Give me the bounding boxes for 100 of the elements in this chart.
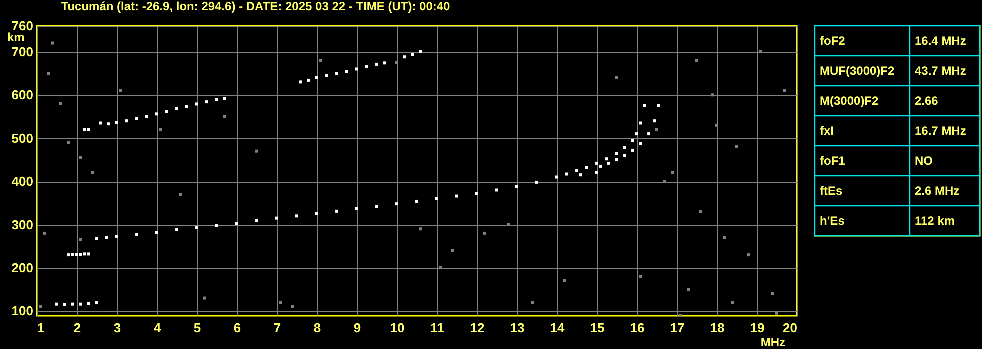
point	[126, 120, 128, 123]
y-tick-label: 300	[12, 217, 34, 232]
point	[656, 128, 658, 132]
point	[416, 200, 418, 203]
point	[420, 50, 422, 54]
point	[56, 302, 58, 306]
text: 16.4 MHz	[915, 34, 966, 48]
y-tick-label: 760	[12, 18, 34, 34]
point	[600, 164, 602, 168]
x-tick-label: 9	[354, 320, 362, 336]
point	[654, 120, 656, 123]
point	[166, 110, 168, 114]
text: MUF(3000)F2	[820, 64, 896, 78]
point	[712, 94, 714, 97]
point	[452, 249, 454, 252]
point	[84, 252, 86, 256]
point	[336, 72, 338, 76]
point	[196, 226, 198, 230]
x-tick-label: 11	[430, 320, 444, 336]
point	[72, 302, 74, 306]
point	[52, 42, 54, 45]
point	[516, 185, 518, 188]
point	[566, 172, 568, 176]
x-tick-label: 1	[38, 320, 45, 336]
point	[724, 236, 726, 240]
point	[68, 141, 70, 144]
point	[580, 174, 582, 177]
point	[356, 207, 358, 210]
point	[80, 156, 82, 160]
text: ftEs	[820, 184, 843, 198]
point	[776, 312, 778, 315]
point	[326, 74, 328, 78]
text: 43.7 MHz	[915, 64, 966, 78]
point	[88, 302, 90, 306]
point	[280, 301, 282, 304]
x-tick-label: 20	[783, 320, 798, 336]
x-tick-label: 13	[510, 320, 525, 336]
point	[180, 193, 182, 196]
point	[320, 59, 322, 62]
x-tick-label: 6	[234, 320, 242, 336]
point	[160, 128, 162, 132]
point	[636, 132, 638, 136]
point	[236, 222, 238, 226]
point	[586, 166, 588, 170]
point	[80, 302, 82, 306]
point	[616, 158, 618, 162]
point	[88, 252, 90, 256]
point	[316, 212, 318, 216]
point	[346, 70, 348, 74]
text: fxI	[820, 124, 834, 138]
point	[700, 210, 702, 214]
point	[404, 56, 406, 59]
point	[632, 139, 634, 142]
x-tick-label: 2	[74, 320, 82, 336]
point	[80, 253, 82, 256]
point	[672, 171, 674, 174]
text: 2.66	[915, 94, 939, 108]
point	[760, 50, 762, 54]
point	[440, 266, 442, 270]
point	[436, 197, 438, 200]
point	[64, 303, 66, 306]
point	[484, 232, 486, 235]
point	[396, 202, 398, 206]
x-tick-label: 3	[114, 320, 122, 336]
point	[732, 301, 734, 304]
x-tick-label: 8	[314, 320, 322, 336]
point	[96, 302, 98, 305]
point	[256, 150, 258, 153]
point	[784, 89, 786, 92]
x-tick-label: 17	[670, 320, 685, 336]
point	[664, 180, 666, 184]
point	[116, 234, 118, 238]
point	[204, 296, 206, 300]
point	[640, 122, 642, 125]
point	[136, 233, 138, 236]
point	[276, 216, 278, 220]
text: h'Es	[820, 214, 846, 228]
point	[96, 237, 98, 240]
point	[256, 219, 258, 222]
chart-title: Tucumán (lat: -26.9, lon: 294.6) - DATE: 2025 03 22 - TIME (UT): 00:40	[61, 0, 451, 14]
point	[316, 76, 318, 80]
y-tick-label: 200	[12, 260, 34, 276]
point	[176, 228, 178, 232]
x-tick-label: 14	[550, 320, 566, 336]
point	[44, 232, 46, 235]
point	[596, 171, 598, 174]
point	[596, 162, 598, 165]
point	[606, 158, 608, 161]
point	[60, 102, 62, 106]
point	[100, 122, 102, 125]
point	[136, 117, 138, 120]
point	[292, 305, 294, 308]
point	[680, 314, 682, 318]
point	[48, 72, 50, 76]
point	[632, 148, 634, 152]
y-tick-label: 500	[12, 130, 34, 146]
point	[696, 59, 698, 62]
point	[296, 214, 298, 218]
y-tick-label: 100	[12, 304, 34, 319]
point	[420, 228, 422, 231]
